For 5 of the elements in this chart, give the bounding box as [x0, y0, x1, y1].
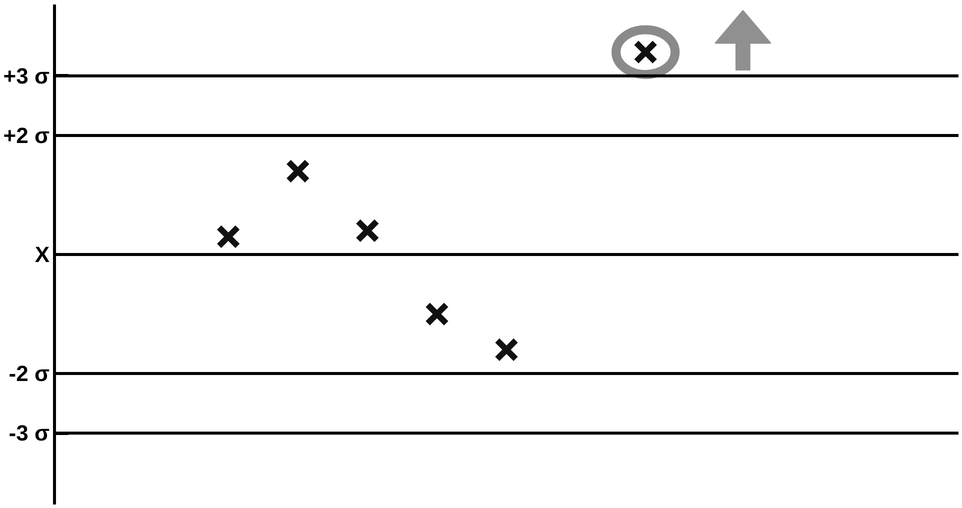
y-tick-label: +3 σ: [3, 63, 50, 88]
y-tick-label: X: [34, 242, 50, 267]
y-tick-label: +2 σ: [3, 122, 50, 148]
y-tick-label: -3 σ: [8, 420, 50, 446]
y-tick-label: -2 σ: [8, 361, 50, 386]
